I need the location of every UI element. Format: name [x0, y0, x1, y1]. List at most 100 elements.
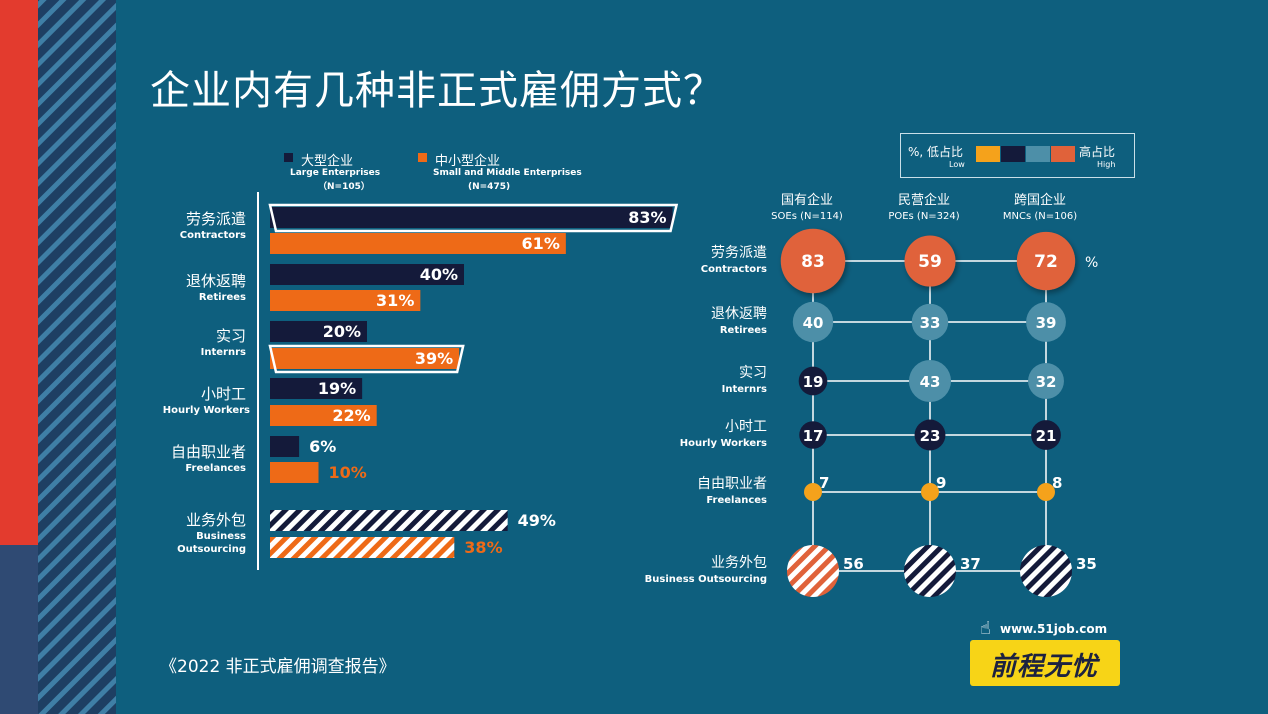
bubble-value: 37	[960, 555, 981, 573]
bubble-value: 19	[803, 373, 824, 391]
bubble-value: 72	[1034, 252, 1058, 272]
row-label-en: Internrs	[722, 384, 767, 395]
row-label-en: Business Outsourcing	[645, 574, 767, 585]
left-cat-3-zh: 小时工	[200, 385, 246, 403]
bar-value-label: 20%	[323, 322, 361, 341]
bubble-matrix: 国有企业 SOEs (N=114) 民营企业 POEs (N=324) 跨国企业 MNCs…	[645, 192, 1098, 597]
legend-small-en: Small and Middle Enterprises	[433, 168, 582, 178]
left-cat-5-zh: 业务外包	[185, 511, 246, 529]
bar-large-0	[270, 207, 673, 228]
bar-value-label: 22%	[332, 406, 370, 425]
bubble-value: 23	[920, 427, 941, 445]
bubble-value: 40	[803, 314, 824, 332]
column-header-zh: 民营企业	[898, 192, 950, 208]
bubble-value: 59	[918, 252, 942, 272]
bubble	[1016, 231, 1076, 291]
bar-value-label: 31%	[376, 291, 414, 310]
bar-small-0	[270, 233, 566, 254]
bar-small-2	[270, 348, 460, 369]
scale-swatch-mid	[1026, 146, 1050, 162]
bubble	[804, 483, 822, 501]
row-label-en: Hourly Workers	[680, 438, 767, 449]
bar-value-label: 19%	[318, 379, 356, 398]
bar-highlight-outline	[268, 203, 679, 233]
legend-large-swatch	[284, 153, 293, 162]
row-label-en: Contractors	[701, 264, 767, 275]
left-cat-0-en: Contractors	[179, 230, 246, 241]
legend-small-n: (N=475)	[468, 182, 511, 192]
page-title: 企业内有几种非正式雇佣方式？	[150, 68, 724, 114]
bubble	[1037, 483, 1055, 501]
logo-badge: 前程无忧	[970, 640, 1120, 686]
column-header-en: MNCs (N=106)	[1003, 211, 1077, 222]
row-label-zh: 劳务派遣	[711, 245, 767, 261]
bar-value-label: 83%	[628, 208, 666, 227]
bubble	[792, 301, 834, 343]
legend-large-n: （N=105）	[318, 182, 370, 192]
bar-value-label: 49%	[518, 511, 556, 530]
left-cat-2-zh: 实习	[215, 327, 246, 345]
scale-high-label: 高占比	[1079, 145, 1116, 159]
left-cat-4-en: Freelances	[185, 463, 246, 474]
pointer-hand-icon: ☝	[980, 618, 991, 639]
bubble	[911, 303, 949, 341]
bar-value-label: 61%	[522, 234, 560, 253]
bubble	[1028, 363, 1064, 399]
bubble	[914, 419, 946, 451]
bubble	[780, 228, 846, 294]
scale-swatch-dark	[1001, 146, 1025, 162]
left-cat-1-zh: 退休返聘	[185, 272, 246, 290]
scale-legend: %, 低占比 Low 高占比 High	[900, 133, 1135, 178]
left-cat-2-en: Internrs	[200, 347, 246, 358]
logo-url: www.51job.com	[1000, 622, 1108, 636]
bubble	[904, 235, 956, 287]
unit-label: %	[1085, 255, 1098, 271]
left-cat-4-zh: 自由职业者	[170, 443, 246, 461]
column-header-zh: 跨国企业	[1014, 192, 1066, 208]
bar-small-1	[270, 290, 421, 311]
scale-high-sub: High	[1097, 160, 1116, 169]
row-label-zh: 实习	[739, 365, 767, 381]
row-label-zh: 业务外包	[711, 555, 767, 571]
bar-large-5	[270, 510, 508, 531]
column-header-en: POEs (N=324)	[888, 211, 959, 222]
left-cat-1-en: Retirees	[198, 292, 246, 303]
bar-value-label: 6%	[309, 437, 336, 456]
legend-small-swatch	[418, 153, 427, 162]
bubble-value: 17	[803, 427, 824, 445]
bar-highlight-outline	[268, 344, 465, 374]
left-decoration	[0, 0, 116, 714]
bar-large-1	[270, 264, 464, 285]
bubble	[787, 545, 839, 597]
bar-value-label: 39%	[415, 349, 453, 368]
scale-swatch-high	[1051, 146, 1075, 162]
bubble-value: 32	[1036, 373, 1057, 391]
bar-small-3	[270, 405, 377, 426]
bar-value-label: 10%	[329, 463, 367, 482]
legend-small-zh: 中小型企业	[435, 154, 501, 169]
bubble-value: 35	[1076, 555, 1097, 573]
bar-large-2	[270, 321, 367, 342]
column-header-zh: 国有企业	[781, 192, 833, 208]
bar-value-label: 38%	[464, 538, 502, 557]
bubble	[798, 366, 828, 396]
logo-brand: 前程无忧	[990, 652, 1099, 682]
bubble	[921, 483, 939, 501]
bubble-value: 9	[936, 474, 946, 492]
left-cat-3-en: Hourly Workers	[162, 405, 250, 416]
bubble-value: 33	[920, 314, 941, 332]
bubble	[1026, 302, 1066, 342]
row-label-en: Retirees	[720, 325, 767, 336]
column-header-en: SOEs (N=114)	[771, 211, 843, 222]
bar-small-4	[270, 462, 319, 483]
bubble-value: 7	[819, 474, 829, 492]
bubble	[1031, 420, 1061, 450]
bar-value-label: 40%	[420, 265, 458, 284]
left-cat-5-en-1: Business	[196, 531, 246, 542]
source-citation: 《2022 非正式雇佣调查报告》	[160, 657, 396, 677]
bubble	[1020, 545, 1072, 597]
bubble	[908, 359, 952, 403]
bubble-value: 83	[801, 252, 825, 272]
row-label-en: Freelances	[706, 495, 767, 506]
logo-51job[interactable]: ☝ www.51job.com 前程无忧	[970, 618, 1120, 688]
